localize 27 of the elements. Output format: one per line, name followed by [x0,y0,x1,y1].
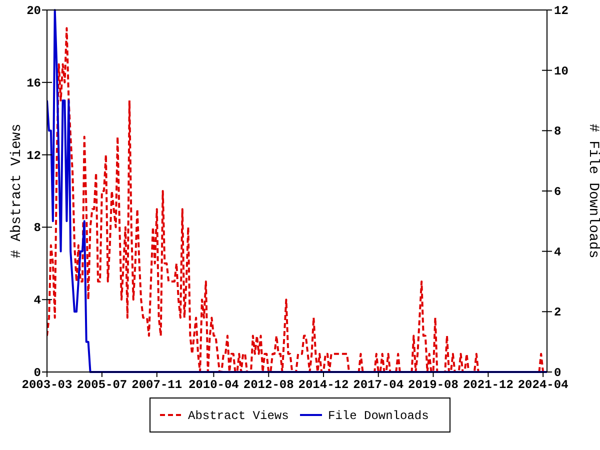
x-tick-label: 2005-07 [76,378,128,392]
y2-tick-label: 0 [554,366,562,380]
y-tick-label: 4 [34,294,41,308]
y-axis-title: # Abstract Views [9,124,25,258]
y2-tick-label: 4 [554,245,562,260]
y-tick-label: 0 [34,366,41,380]
y-tick-label: 12 [26,148,41,163]
x-tick-label: 2003-03 [22,378,72,392]
y2-tick-label: 6 [554,185,562,199]
legend-label: File Downloads [328,409,429,423]
x-tick-label: 2021-12 [462,378,514,392]
x-tick-label: 2007-11 [132,378,182,392]
y2-tick-label: 8 [554,124,562,139]
y2-tick-label: 12 [554,4,568,18]
y2-tick-label: 10 [554,64,568,78]
y-tick-label: 20 [26,4,41,18]
x-tick-label: 2014-12 [298,378,349,392]
y-tick-label: 16 [26,76,41,90]
y2-axis-title: # File Downloads [585,124,600,258]
x-tick-label: 2010-04 [188,378,239,392]
x-tick-label: 2017-04 [353,378,404,392]
y-tick-label: 8 [34,221,41,236]
x-tick-label: 2024-04 [518,378,568,392]
x-tick-label: 2019-08 [408,378,458,392]
legend-label: Abstract Views [188,409,289,423]
y2-tick-label: 2 [554,306,562,320]
x-tick-label: 2012-08 [243,378,294,392]
